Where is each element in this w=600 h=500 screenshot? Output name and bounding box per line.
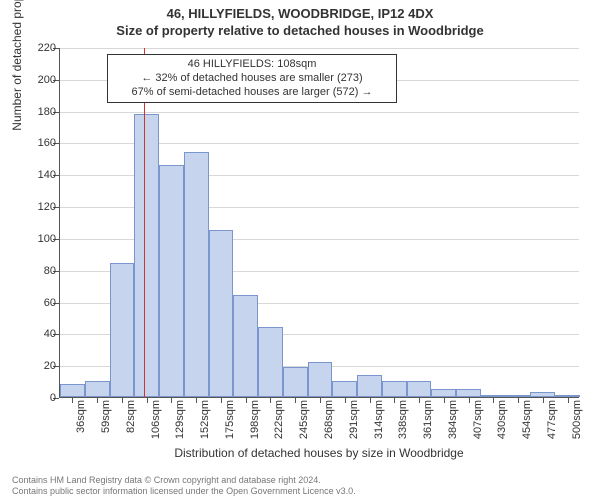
x-tick [493, 397, 494, 403]
x-tick [122, 397, 123, 403]
x-tick [370, 397, 371, 403]
histogram-bar [110, 263, 135, 397]
x-tick-label: 222sqm [273, 400, 285, 439]
x-tick [171, 397, 172, 403]
x-tick-label: 36sqm [75, 400, 87, 433]
x-tick [419, 397, 420, 403]
footer-attribution: Contains HM Land Registry data © Crown c… [12, 475, 356, 497]
x-tick [147, 397, 148, 403]
x-tick-label: 82sqm [125, 400, 137, 433]
annotation-box: 46 HILLYFIELDS: 108sqm ← 32% of detached… [107, 54, 397, 103]
x-tick-label: 291sqm [348, 400, 360, 439]
histogram-bar [85, 381, 110, 397]
page-supertitle: 46, HILLYFIELDS, WOODBRIDGE, IP12 4DX [0, 0, 600, 21]
x-tick [97, 397, 98, 403]
histogram-bar [258, 327, 283, 397]
plot-zone: 020406080100120140160180200220 36sqm59sq… [59, 48, 579, 398]
histogram-bar [332, 381, 357, 397]
x-tick-label: 314sqm [373, 400, 385, 439]
y-tick-label: 0 [16, 392, 56, 404]
histogram-bar [159, 165, 184, 397]
y-tick-label: 120 [16, 201, 56, 213]
x-tick-label: 198sqm [249, 400, 261, 439]
x-tick [270, 397, 271, 403]
page-subtitle: Size of property relative to detached ho… [0, 21, 600, 40]
histogram-bar [184, 152, 209, 397]
y-tick-label: 100 [16, 233, 56, 245]
x-tick [196, 397, 197, 403]
y-tick-label: 60 [16, 297, 56, 309]
x-tick-label: 268sqm [323, 400, 335, 439]
x-tick-label: 338sqm [397, 400, 409, 439]
histogram-bar [357, 375, 382, 397]
histogram-bar [308, 362, 333, 397]
x-tick [444, 397, 445, 403]
x-tick [221, 397, 222, 403]
x-tick [72, 397, 73, 403]
histogram-bar [60, 384, 85, 397]
histogram-bar [407, 381, 432, 397]
x-tick-label: 245sqm [298, 400, 310, 439]
x-tick-label: 384sqm [447, 400, 459, 439]
x-tick-label: 152sqm [199, 400, 211, 439]
x-tick-label: 175sqm [224, 400, 236, 439]
y-tick-label: 180 [16, 106, 56, 118]
footer-line: Contains HM Land Registry data © Crown c… [12, 475, 356, 486]
y-tick-label: 20 [16, 360, 56, 372]
x-tick [394, 397, 395, 403]
x-tick-label: 454sqm [521, 400, 533, 439]
x-tick-label: 500sqm [571, 400, 583, 439]
x-tick-label: 106sqm [150, 400, 162, 439]
x-tick [295, 397, 296, 403]
annotation-line: ← 32% of detached houses are smaller (27… [114, 72, 390, 86]
x-tick [568, 397, 569, 403]
footer-line: Contains public sector information licen… [12, 486, 356, 497]
histogram-bar [134, 114, 159, 397]
x-tick-label: 477sqm [546, 400, 558, 439]
y-tick-label: 160 [16, 137, 56, 149]
y-tick-label: 200 [16, 74, 56, 86]
y-tick-label: 220 [16, 42, 56, 54]
y-tick-label: 40 [16, 328, 56, 340]
y-tick-label: 80 [16, 265, 56, 277]
x-tick [246, 397, 247, 403]
x-axis-title: Distribution of detached houses by size … [59, 446, 579, 460]
histogram-bar [233, 295, 258, 397]
x-tick-label: 129sqm [174, 400, 186, 439]
x-tick-label: 430sqm [496, 400, 508, 439]
x-tick [345, 397, 346, 403]
histogram-bar [431, 389, 456, 397]
histogram-bar [456, 389, 481, 397]
histogram-bar [209, 230, 234, 397]
x-tick [543, 397, 544, 403]
annotation-line: 67% of semi-detached houses are larger (… [114, 86, 390, 100]
histogram-bar [382, 381, 407, 397]
x-tick-label: 59sqm [100, 400, 112, 433]
histogram-bar [283, 367, 308, 397]
annotation-line: 46 HILLYFIELDS: 108sqm [114, 58, 390, 72]
x-tick [469, 397, 470, 403]
x-tick [518, 397, 519, 403]
y-tick-label: 140 [16, 169, 56, 181]
x-tick [320, 397, 321, 403]
x-tick-label: 361sqm [422, 400, 434, 439]
x-tick-label: 407sqm [472, 400, 484, 439]
